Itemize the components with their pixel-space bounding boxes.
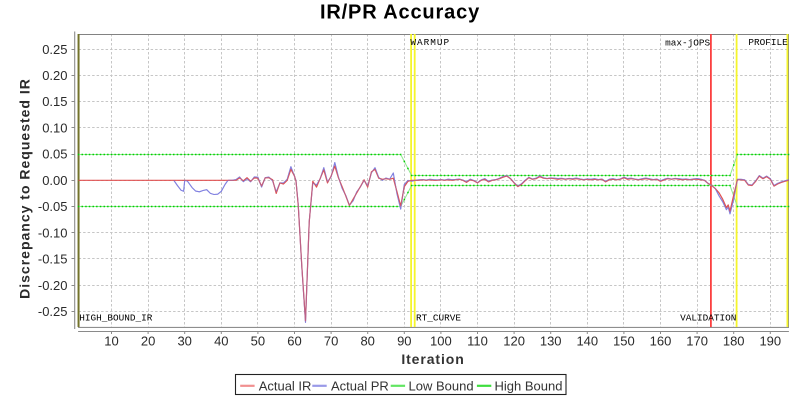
- svg-text:PROFILE: PROFILE: [748, 37, 788, 48]
- svg-text:120: 120: [503, 333, 525, 348]
- svg-text:0.15: 0.15: [42, 94, 67, 109]
- svg-text:Actual IR: Actual IR: [259, 378, 312, 393]
- svg-text:Actual PR: Actual PR: [331, 378, 389, 393]
- svg-text:-0.05: -0.05: [38, 199, 68, 214]
- svg-text:-0.25: -0.25: [38, 304, 68, 319]
- svg-text:IR/PR Accuracy: IR/PR Accuracy: [320, 2, 480, 24]
- svg-text:130: 130: [540, 333, 562, 348]
- svg-text:60: 60: [287, 333, 301, 348]
- svg-text:40: 40: [214, 333, 228, 348]
- svg-text:max-jOPS: max-jOPS: [665, 38, 710, 49]
- svg-text:Iteration: Iteration: [401, 351, 464, 367]
- svg-text:140: 140: [576, 333, 598, 348]
- svg-text:0.10: 0.10: [42, 121, 67, 136]
- svg-text:170: 170: [686, 333, 708, 348]
- svg-text:0.20: 0.20: [42, 68, 67, 83]
- svg-text:100: 100: [430, 333, 452, 348]
- svg-text:0.00: 0.00: [42, 173, 67, 188]
- svg-text:RT_CURVE: RT_CURVE: [416, 312, 461, 323]
- svg-text:90: 90: [397, 333, 411, 348]
- svg-text:160: 160: [650, 333, 672, 348]
- svg-text:-0.20: -0.20: [38, 278, 68, 293]
- svg-text:HIGH_BOUND_IR: HIGH_BOUND_IR: [79, 312, 153, 323]
- svg-text:-0.10: -0.10: [38, 225, 68, 240]
- svg-text:80: 80: [360, 333, 374, 348]
- svg-text:WARMUP: WARMUP: [410, 37, 450, 48]
- svg-text:70: 70: [324, 333, 338, 348]
- svg-text:180: 180: [723, 333, 745, 348]
- svg-text:0.25: 0.25: [42, 42, 67, 57]
- svg-text:110: 110: [467, 333, 488, 348]
- svg-text:150: 150: [613, 333, 635, 348]
- svg-text:Discrepancy to Requested IR: Discrepancy to Requested IR: [17, 78, 33, 299]
- svg-text:30: 30: [177, 333, 191, 348]
- svg-text:High Bound: High Bound: [495, 378, 563, 393]
- svg-text:VALIDATION: VALIDATION: [680, 312, 736, 323]
- svg-text:0.05: 0.05: [42, 147, 67, 162]
- svg-text:20: 20: [141, 333, 155, 348]
- svg-text:Low Bound: Low Bound: [409, 378, 474, 393]
- svg-text:50: 50: [251, 333, 265, 348]
- svg-text:10: 10: [104, 333, 118, 348]
- svg-text:-0.15: -0.15: [38, 252, 68, 267]
- svg-text:190: 190: [759, 333, 781, 348]
